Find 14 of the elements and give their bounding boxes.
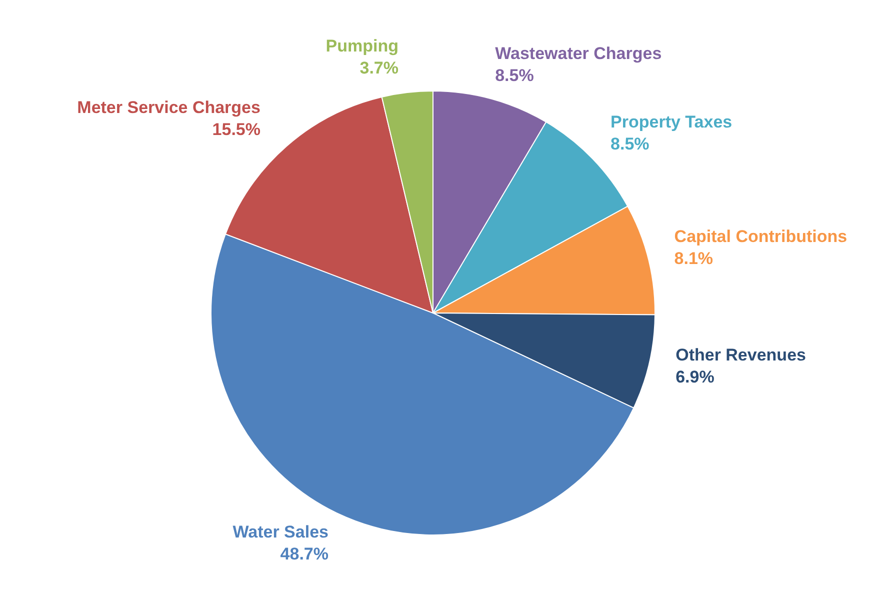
data-label: 3.7% — [360, 58, 399, 78]
slice-label: Other Revenues — [676, 346, 806, 365]
slice-label: Capital Contributions — [674, 226, 848, 246]
slice-label: Property Taxes — [610, 112, 732, 132]
data-label: 8.5% — [495, 66, 534, 86]
data-label: 8.1% — [674, 248, 714, 268]
slice-label: Meter Service Charges — [77, 98, 260, 118]
data-label: 48.7% — [280, 544, 328, 564]
data-label: 15.5% — [212, 120, 260, 140]
slice-label: Water Sales — [232, 522, 328, 542]
slice-label: Wastewater Charges — [495, 44, 662, 64]
slice-label: Pumping — [326, 36, 399, 56]
data-label: 8.5% — [610, 134, 650, 154]
data-label: 6.9% — [676, 368, 714, 387]
